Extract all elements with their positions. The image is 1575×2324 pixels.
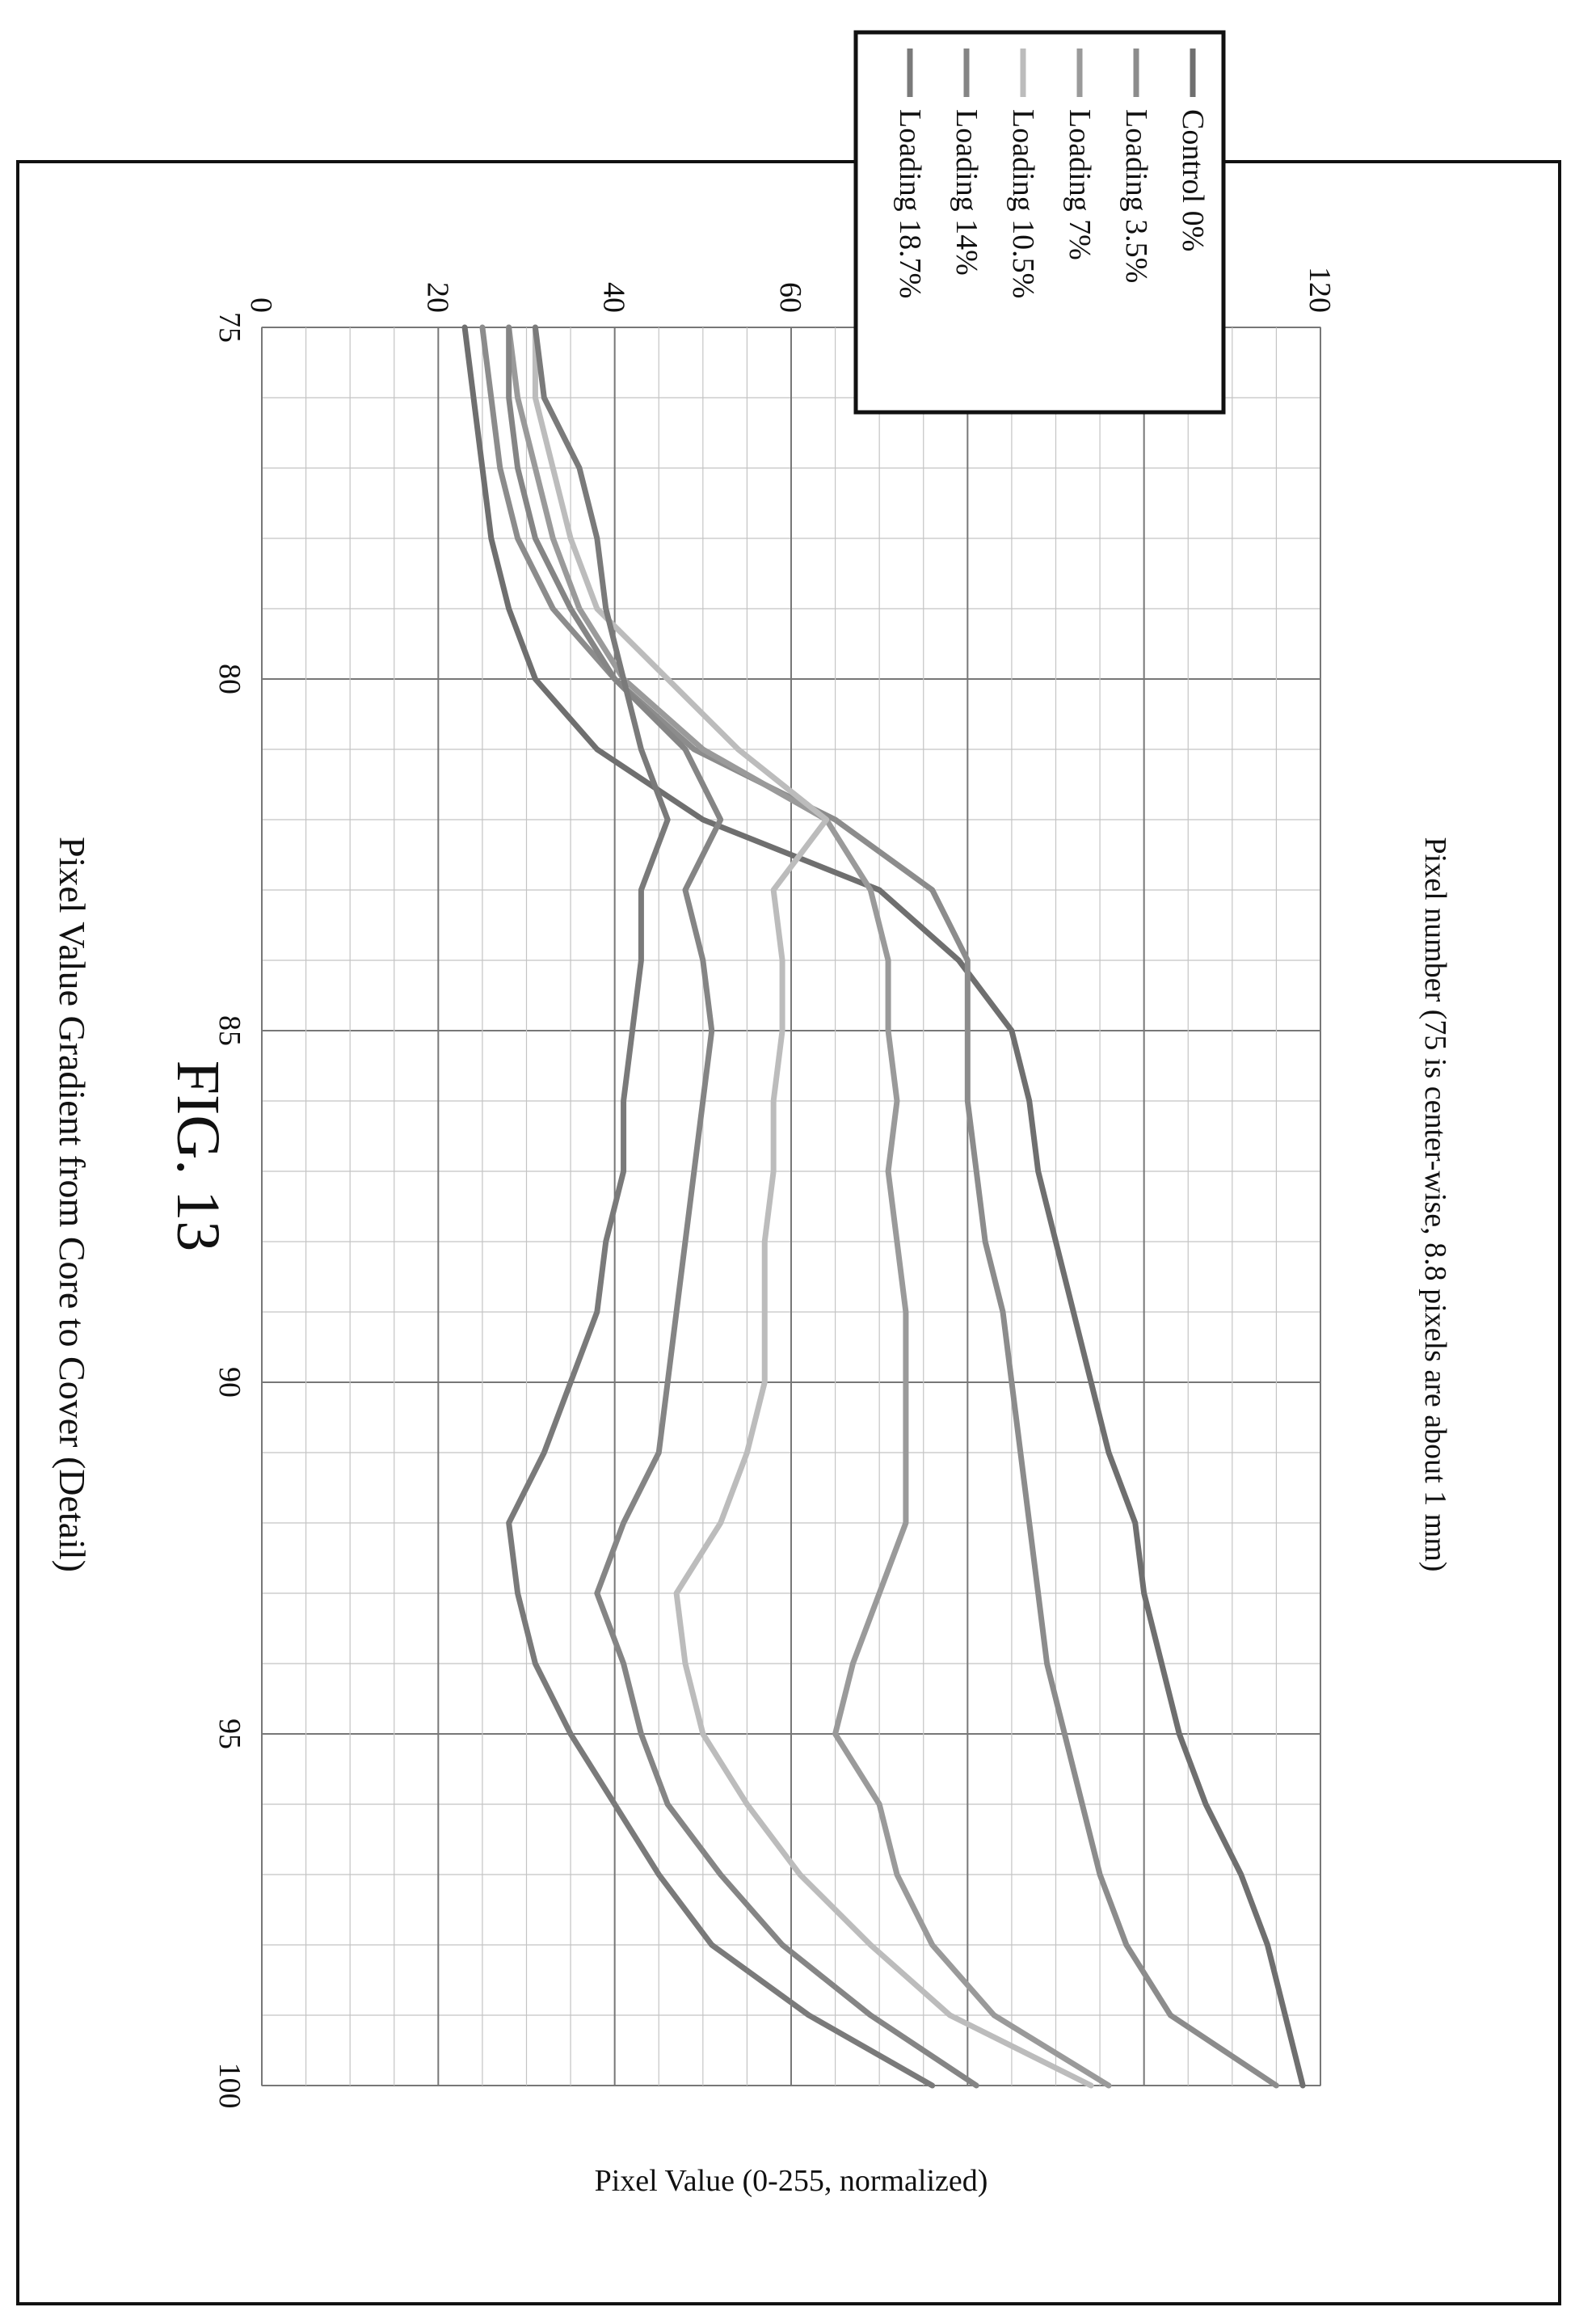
- y-tick-label: 20: [420, 282, 454, 313]
- series-line-2: [506, 324, 1112, 2089]
- legend: Control 0% Loading 3.5% Loading 7% Loading …: [853, 30, 1226, 415]
- figure-frame: [16, 160, 1561, 2305]
- legend-label: Loading 3.5%: [1119, 109, 1153, 283]
- legend-label: Loading 18.7%: [893, 109, 927, 298]
- y-tick-label: 120: [1303, 267, 1337, 313]
- x-axis-ticks: 75 80 85 90 95 100: [213, 312, 246, 2109]
- x-tick-label: 80: [213, 664, 246, 694]
- legend-label: Loading 14%: [950, 109, 983, 276]
- series-line-1: [479, 324, 1279, 2089]
- legend-label: Control 0%: [1176, 109, 1210, 251]
- x-tick-label: 95: [213, 1719, 246, 1749]
- line-chart: 75 80 85 90 95 100 0 20 40 60 80 100 120 Pixel Valu…: [52, 30, 1452, 2198]
- legend-box: [853, 30, 1226, 415]
- y-axis-label: Pixel Value (0-255, normalized): [595, 2164, 988, 2198]
- x-tick-label: 85: [213, 1015, 246, 1046]
- x-axis-label: Pixel number (75 is center-wise, 8.8 pix…: [1418, 837, 1452, 1572]
- series-line-0: [461, 324, 1306, 2089]
- legend-label: Loading 7%: [1063, 109, 1097, 260]
- y-tick-label: 40: [597, 282, 631, 313]
- x-tick-label: 90: [213, 1367, 246, 1398]
- x-tick-label: 75: [213, 312, 246, 343]
- series-lines: [461, 324, 1306, 2089]
- y-tick-label: 60: [773, 282, 807, 313]
- series-line-4: [506, 324, 979, 2089]
- y-tick-label: 0: [244, 297, 278, 313]
- figure-label: FIG. 13: [164, 1061, 232, 1251]
- series-line-5: [506, 324, 936, 2089]
- chart-title: Pixel Value Gradient from Core to Cover …: [52, 837, 93, 1572]
- legend-label: Loading 10.5%: [1006, 109, 1040, 298]
- x-tick-label: 100: [213, 2063, 246, 2109]
